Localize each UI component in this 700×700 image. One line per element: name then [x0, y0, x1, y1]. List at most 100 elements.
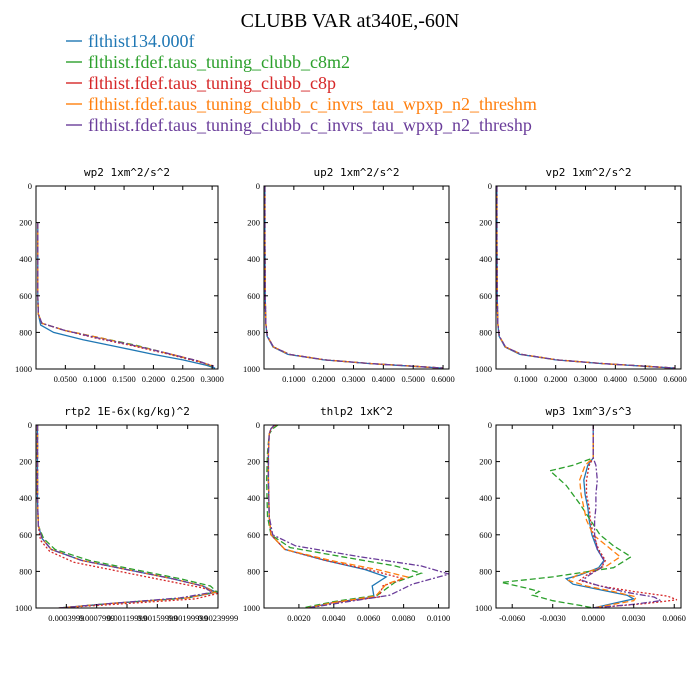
x-tick-label: 0.0020	[287, 613, 310, 623]
x-tick-label: 0.0007999	[79, 613, 115, 623]
y-tick-label: 200	[479, 218, 492, 228]
legend-entry: flthist.fdef.taus_tuning_clubb_c8p	[88, 73, 336, 93]
y-tick-label: 800	[247, 327, 260, 337]
plot-frame	[35, 185, 219, 370]
y-tick-label: 400	[479, 254, 492, 264]
y-tick-label: 600	[19, 291, 32, 301]
x-tick-label: 0.5000	[402, 374, 425, 384]
series-line	[267, 425, 410, 608]
series-line	[267, 425, 388, 608]
y-tick-label: 800	[19, 566, 32, 576]
panel-title: rtp2 1E-6x(kg/kg)^2	[64, 405, 190, 418]
series-line	[567, 425, 638, 608]
plot-frame	[495, 185, 682, 370]
y-tick-label: 800	[479, 566, 492, 576]
series-line	[36, 425, 214, 608]
y-tick-label: 1000	[243, 603, 260, 613]
chart-panel: rtp2 1E-6x(kg/kg)^2 0 200 400 600 800 1000 0.00…	[15, 405, 238, 623]
series-group	[36, 425, 218, 608]
x-tick-label: -0.0030	[540, 613, 566, 623]
y-tick-label: 200	[247, 457, 260, 467]
series-line	[564, 425, 636, 608]
plot-frame	[263, 424, 450, 609]
chart-panel: vp2 1xm^2/s^2 0 200 400 600 800 1000 0.1000 0.20…	[475, 166, 687, 384]
series-line	[496, 186, 676, 369]
y-tick-label: 1000	[243, 364, 260, 374]
y-tick-label: 1000	[475, 603, 492, 613]
y-tick-label: 400	[19, 493, 32, 503]
series-line	[496, 186, 676, 369]
panel-title: wp3 1xm^3/s^3	[545, 405, 631, 418]
plot-frame	[263, 185, 450, 370]
chart-panel: thlp2 1xK^2 0 200 400 600 800 1000 0.0020 0.0040…	[243, 405, 450, 623]
y-tick-label: 1000	[15, 364, 32, 374]
x-tick-label: 0.0060	[663, 613, 686, 623]
series-line	[501, 425, 633, 608]
y-tick-label: 800	[247, 566, 260, 576]
series-line	[496, 186, 676, 369]
y-tick-label: 0	[256, 181, 260, 191]
x-tick-label: 0.1000	[282, 374, 305, 384]
x-tick-label: 0.1000	[83, 374, 106, 384]
y-tick-label: 0	[256, 420, 260, 430]
x-tick-label: 0.00159999	[137, 613, 177, 623]
series-group	[265, 425, 449, 608]
y-tick-label: 1000	[15, 603, 32, 613]
x-tick-label: 0.00239999	[198, 613, 238, 623]
series-group	[496, 186, 676, 369]
series-line	[37, 222, 216, 369]
x-tick-label: 0.1000	[514, 374, 537, 384]
x-tick-label: 0.4000	[604, 374, 627, 384]
x-tick-label: 0.0100	[427, 613, 450, 623]
x-tick-label: 0.2000	[544, 374, 567, 384]
x-tick-label: 0.0080	[392, 613, 415, 623]
series-line	[267, 425, 406, 608]
y-tick-label: 800	[19, 327, 32, 337]
y-tick-label: 0	[28, 420, 32, 430]
chart-panel: wp2 1xm^2/s^2 0 200 400 600 800 1000 0.0500 0.10…	[15, 166, 224, 384]
y-tick-label: 600	[247, 530, 260, 540]
y-tick-label: 200	[479, 457, 492, 467]
legend-entry: flthist.fdef.taus_tuning_clubb_c8m2	[88, 52, 350, 72]
panel-title: thlp2 1xK^2	[320, 405, 393, 418]
y-tick-label: 0	[488, 420, 492, 430]
series-line	[581, 425, 663, 608]
y-tick-label: 400	[247, 254, 260, 264]
panel-title: wp2 1xm^2/s^2	[84, 166, 170, 179]
x-tick-label: 0.0500	[54, 374, 77, 384]
x-tick-label: 0.6000	[431, 374, 454, 384]
series-line	[264, 186, 444, 369]
series-line	[36, 425, 218, 608]
x-tick-label: 0.00199999	[167, 613, 207, 623]
x-tick-label: 0.0060	[357, 613, 380, 623]
series-line	[264, 186, 444, 369]
y-tick-label: 400	[19, 254, 32, 264]
series-group	[501, 425, 678, 608]
x-tick-label: 0.2500	[171, 374, 194, 384]
y-tick-label: 200	[247, 218, 260, 228]
series-line	[264, 186, 444, 369]
series-line	[36, 425, 218, 608]
x-tick-label: 0.3000	[342, 374, 365, 384]
chart-panels: wp2 1xm^2/s^2 0 200 400 600 800 1000 0.0500 0.10…	[15, 166, 687, 623]
x-tick-label: 0.0003999	[48, 613, 84, 623]
legend: flthist134.000fflthist.fdef.taus_tuning_…	[66, 31, 537, 135]
panel-title: up2 1xm^2/s^2	[313, 166, 399, 179]
chart-panel: up2 1xm^2/s^2 0 200 400 600 800 1000 0.1000 0.20…	[243, 166, 455, 384]
series-line	[37, 222, 215, 367]
series-line	[37, 222, 216, 367]
x-tick-label: 0.4000	[372, 374, 395, 384]
legend-entry: flthist.fdef.taus_tuning_clubb_c_invrs_t…	[88, 94, 537, 114]
x-tick-label: 0.5000	[634, 374, 657, 384]
plot-frame	[35, 424, 219, 609]
series-line	[496, 186, 676, 369]
x-tick-label: -0.0060	[499, 613, 525, 623]
series-line	[267, 425, 449, 608]
series-line	[578, 425, 678, 608]
legend-entry: flthist.fdef.taus_tuning_clubb_c_invrs_t…	[88, 115, 532, 135]
x-tick-label: 0.2000	[312, 374, 335, 384]
y-tick-label: 0	[488, 181, 492, 191]
y-tick-label: 400	[247, 493, 260, 503]
plot-frame	[495, 424, 682, 609]
